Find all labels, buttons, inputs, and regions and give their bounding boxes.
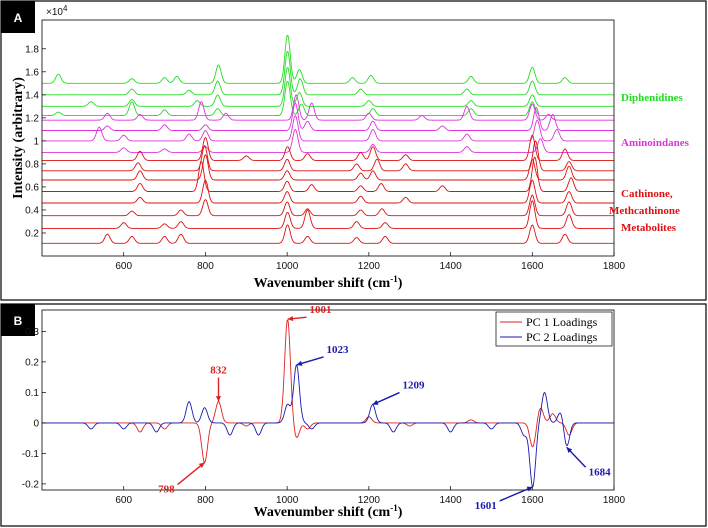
group-label-cathinone: Cathinone, (621, 188, 673, 200)
panel-a-label-bg (1, 1, 35, 33)
panel-b-plot-area (41, 309, 615, 491)
y-tick-label: -0.2 (22, 479, 40, 490)
panel-a-xlabel: Wavenumber shift (cm-1) (254, 274, 403, 291)
panel-a-axes: 600 800 1000 1200 1400 1600 1800 0.2 0.4 0.6 0.8 1 1… (11, 4, 690, 291)
annotation-label: 1684 (589, 466, 612, 478)
spectrum-line (42, 194, 614, 217)
legend-label-pc2: PC 2 Loadings (526, 330, 598, 344)
spectrum-line (42, 35, 614, 84)
annotation-arrow (499, 486, 533, 502)
panel-a-spectra (42, 35, 614, 244)
annotation-arrowhead (566, 447, 573, 454)
y-tick-label: 0 (33, 418, 39, 429)
x-tick-label: 1000 (276, 495, 299, 506)
legend-box (495, 311, 613, 347)
x-tick-label: 1400 (439, 261, 462, 272)
y-tick-label: 0.6 (25, 182, 39, 193)
spectrum-line (42, 128, 614, 153)
spectrum-line (42, 67, 614, 107)
x-tick-label: 600 (115, 495, 132, 506)
annotation-arrowhead (526, 486, 533, 492)
panel-b-xlabel: Wavenumber shift (cm-1) (254, 503, 403, 520)
panel-a-ylabel: Intensity (arbitrary) (11, 77, 26, 199)
y-tick-label: 0.8 (25, 159, 39, 170)
y-tick-label: 0.2 (25, 357, 39, 368)
annotation-label: 1601 (475, 500, 497, 512)
spectrum-line (42, 102, 614, 131)
panel-b-label-bg (1, 304, 35, 336)
spectrum-line (42, 51, 614, 96)
panel-a-ticks: 600 800 1000 1200 1400 1600 1800 0.2 0.4 0.6 0.8 1 1… (25, 44, 625, 272)
panel-a-frame (0, 0, 707, 301)
y-tick-label: 0.3 (25, 327, 39, 338)
x-tick-label: 1200 (358, 495, 381, 506)
spectrum-line (42, 224, 614, 244)
panel-b-annotations: 1001 832 798 1023 1209 1601 1684 (158, 304, 611, 512)
y-tick-label: 0.2 (25, 228, 39, 239)
panel-b-loadings (42, 319, 614, 487)
x-tick-label: 1600 (521, 261, 544, 272)
y-tick-label: 1.4 (25, 90, 39, 101)
annotation-label: 798 (158, 484, 175, 496)
annotation-arrowhead (372, 399, 379, 405)
annotation-arrowhead (198, 462, 205, 468)
x-tick-label: 1800 (603, 261, 626, 272)
y-tick-label: 1.6 (25, 67, 39, 78)
y-tick-label: 0.4 (25, 205, 39, 216)
panel-b-ticks: 600 800 1000 1200 1400 1600 1800 -0.2 -0.1 0 0.1 0.… (22, 327, 626, 506)
group-label-methcathinone: Methcathinone (609, 205, 680, 217)
panel-b-legend: PC 1 Loadings PC 2 Loadings (495, 311, 613, 347)
panel-b-axes: 600 800 1000 1200 1400 1600 1800 -0.2 -0.1 0 0.1 0.… (22, 304, 626, 520)
group-label-aminoindanes: Aminoindanes (621, 137, 690, 149)
x-tick-label: 600 (115, 261, 132, 272)
annotation-label: 1023 (327, 344, 350, 356)
x-tick-label: 800 (197, 261, 214, 272)
x-tick-label: 1400 (439, 495, 462, 506)
x-tick-label: 1800 (603, 495, 626, 506)
spectrum-line (42, 156, 614, 192)
loading-line-2 (42, 364, 614, 487)
panel-a-plot-area (41, 19, 615, 257)
group-label-metabolites: Metabolites (621, 222, 677, 234)
spectrum-line (42, 140, 614, 172)
annotation-arrowhead (287, 315, 294, 322)
x-tick-label: 1200 (358, 261, 381, 272)
panel-a-label: A (14, 11, 23, 25)
spectrum-line (42, 154, 614, 181)
annotation-label: 832 (210, 365, 227, 377)
y-tick-label: 1.2 (25, 113, 39, 124)
panel-a-y-multiplier: ×104 (46, 4, 68, 18)
annotation-arrowhead (215, 396, 222, 402)
annotation-label: 1001 (310, 304, 332, 316)
panel-b-frame (0, 303, 707, 527)
y-tick-label: 1.8 (25, 44, 39, 55)
annotation-arrow (177, 461, 206, 486)
panel-b-label: B (14, 314, 23, 328)
spectrum-line (42, 115, 614, 142)
y-tick-label: -0.1 (22, 449, 40, 460)
group-label-diphenidines: Diphenidines (621, 92, 683, 104)
spectrum-line (42, 200, 614, 229)
legend-label-pc1: PC 1 Loadings (526, 315, 598, 329)
spectrum-line (42, 94, 614, 121)
y-tick-label: 0.1 (25, 388, 39, 399)
spectrum-line (42, 134, 614, 161)
y-tick-label: 1 (33, 136, 39, 147)
spectrum-line (42, 80, 614, 117)
annotation-arrowhead (296, 360, 303, 366)
annotation-label: 1209 (403, 380, 426, 392)
x-tick-label: 1000 (276, 261, 299, 272)
x-tick-label: 1600 (521, 495, 544, 506)
spectrum-line (42, 179, 614, 204)
x-tick-label: 800 (197, 495, 214, 506)
